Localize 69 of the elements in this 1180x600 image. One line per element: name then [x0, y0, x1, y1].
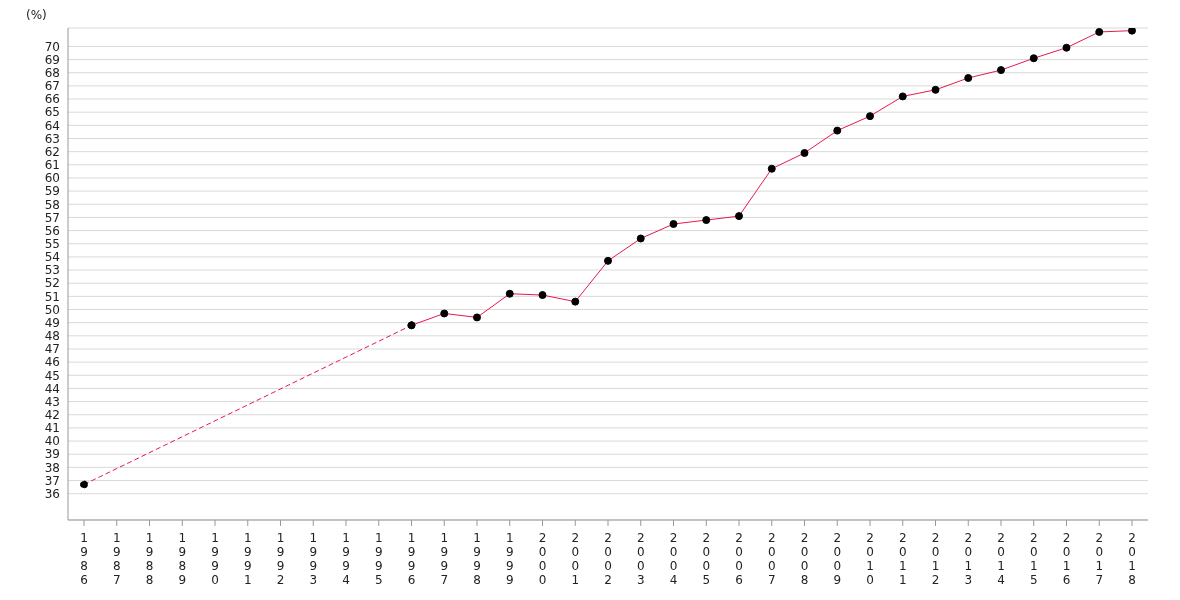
x-tick-label: 1990 [211, 531, 219, 587]
y-tick-label: 67 [44, 79, 60, 94]
y-tick-label: 43 [44, 394, 60, 409]
x-tick-label: 2003 [636, 531, 645, 587]
x-tick-label: 2012 [931, 531, 940, 587]
y-tick-label: 65 [44, 105, 60, 120]
x-tick-label: 2005 [702, 531, 711, 587]
x-tick-label: 2002 [604, 531, 612, 587]
y-tick-label: 60 [44, 171, 60, 186]
y-tick-label: 36 [44, 486, 60, 501]
x-tick-label: 1995 [374, 531, 383, 587]
y-tick-label: 53 [44, 263, 60, 278]
x-tick-label: 2018 [1128, 531, 1136, 587]
x-tick-label: 1987 [112, 531, 121, 587]
y-tick-label: 40 [44, 434, 60, 449]
y-tick-label: 41 [44, 421, 60, 436]
y-tick-label: 49 [44, 315, 60, 330]
x-tick-label: 2011 [898, 531, 907, 587]
x-tick-label: 1996 [407, 531, 416, 587]
x-tick-label: 2008 [800, 531, 809, 587]
x-tick-label: 1993 [309, 531, 318, 587]
x-tick-label: 2001 [571, 531, 580, 587]
x-tick-label: 1986 [80, 531, 88, 587]
y-tick-label: 46 [44, 355, 60, 370]
y-tick-label: 42 [44, 408, 60, 423]
x-tick-label: 2015 [1029, 531, 1038, 587]
x-tick-label: 2014 [997, 531, 1005, 587]
x-tick-label: 2000 [538, 531, 547, 587]
x-tick-label: 2009 [833, 531, 842, 587]
y-tick-label: 38 [44, 460, 60, 475]
y-tick-label: 55 [44, 237, 60, 251]
x-tick-label: 2010 [866, 531, 874, 587]
x-tick-label: 1998 [473, 531, 481, 587]
y-tick-label: 50 [44, 302, 60, 317]
y-tick-label: 54 [44, 250, 60, 265]
y-tick-label: 58 [44, 197, 60, 212]
y-tick-label: 70 [44, 39, 60, 54]
y-tick-label: 52 [44, 276, 60, 291]
y-tick-label: 56 [44, 223, 60, 238]
y-tick-label: 61 [44, 158, 60, 173]
x-tick-label: 1992 [276, 531, 285, 587]
x-tick-label: 1989 [178, 531, 187, 587]
x-tick-label: 2017 [1095, 531, 1104, 587]
y-axis-title: (%) [26, 7, 47, 22]
y-tick-label: 68 [44, 65, 60, 80]
y-tick-label: 69 [44, 52, 60, 67]
y-tick-label: 39 [44, 447, 60, 462]
x-tick-label: 2016 [1062, 531, 1071, 587]
x-tick-label: 1999 [505, 531, 514, 587]
y-tick-label: 45 [44, 368, 60, 383]
y-tick-label: 66 [44, 92, 60, 107]
y-tick-label: 62 [44, 144, 60, 159]
y-tick-label: 59 [44, 184, 60, 199]
x-tick-label: 1994 [342, 531, 350, 587]
y-tick-label: 44 [44, 381, 60, 396]
y-tick-label: 57 [44, 210, 60, 225]
y-tick-label: 37 [44, 473, 60, 488]
x-tick-label: 2004 [669, 531, 678, 587]
y-tick-label: 51 [44, 289, 60, 304]
y-tick-label: 63 [44, 131, 60, 146]
x-tick-label: 2013 [964, 531, 973, 587]
x-tick-label: 2007 [767, 531, 776, 587]
x-tick-label: 1997 [440, 531, 449, 587]
x-tick-label: 1988 [145, 531, 154, 587]
y-tick-label: 47 [44, 342, 60, 357]
x-tick-label: 2006 [735, 531, 743, 587]
y-tick-label: 64 [44, 118, 60, 133]
x-tick-label: 1991 [243, 531, 252, 587]
y-tick-label: 48 [44, 329, 60, 344]
